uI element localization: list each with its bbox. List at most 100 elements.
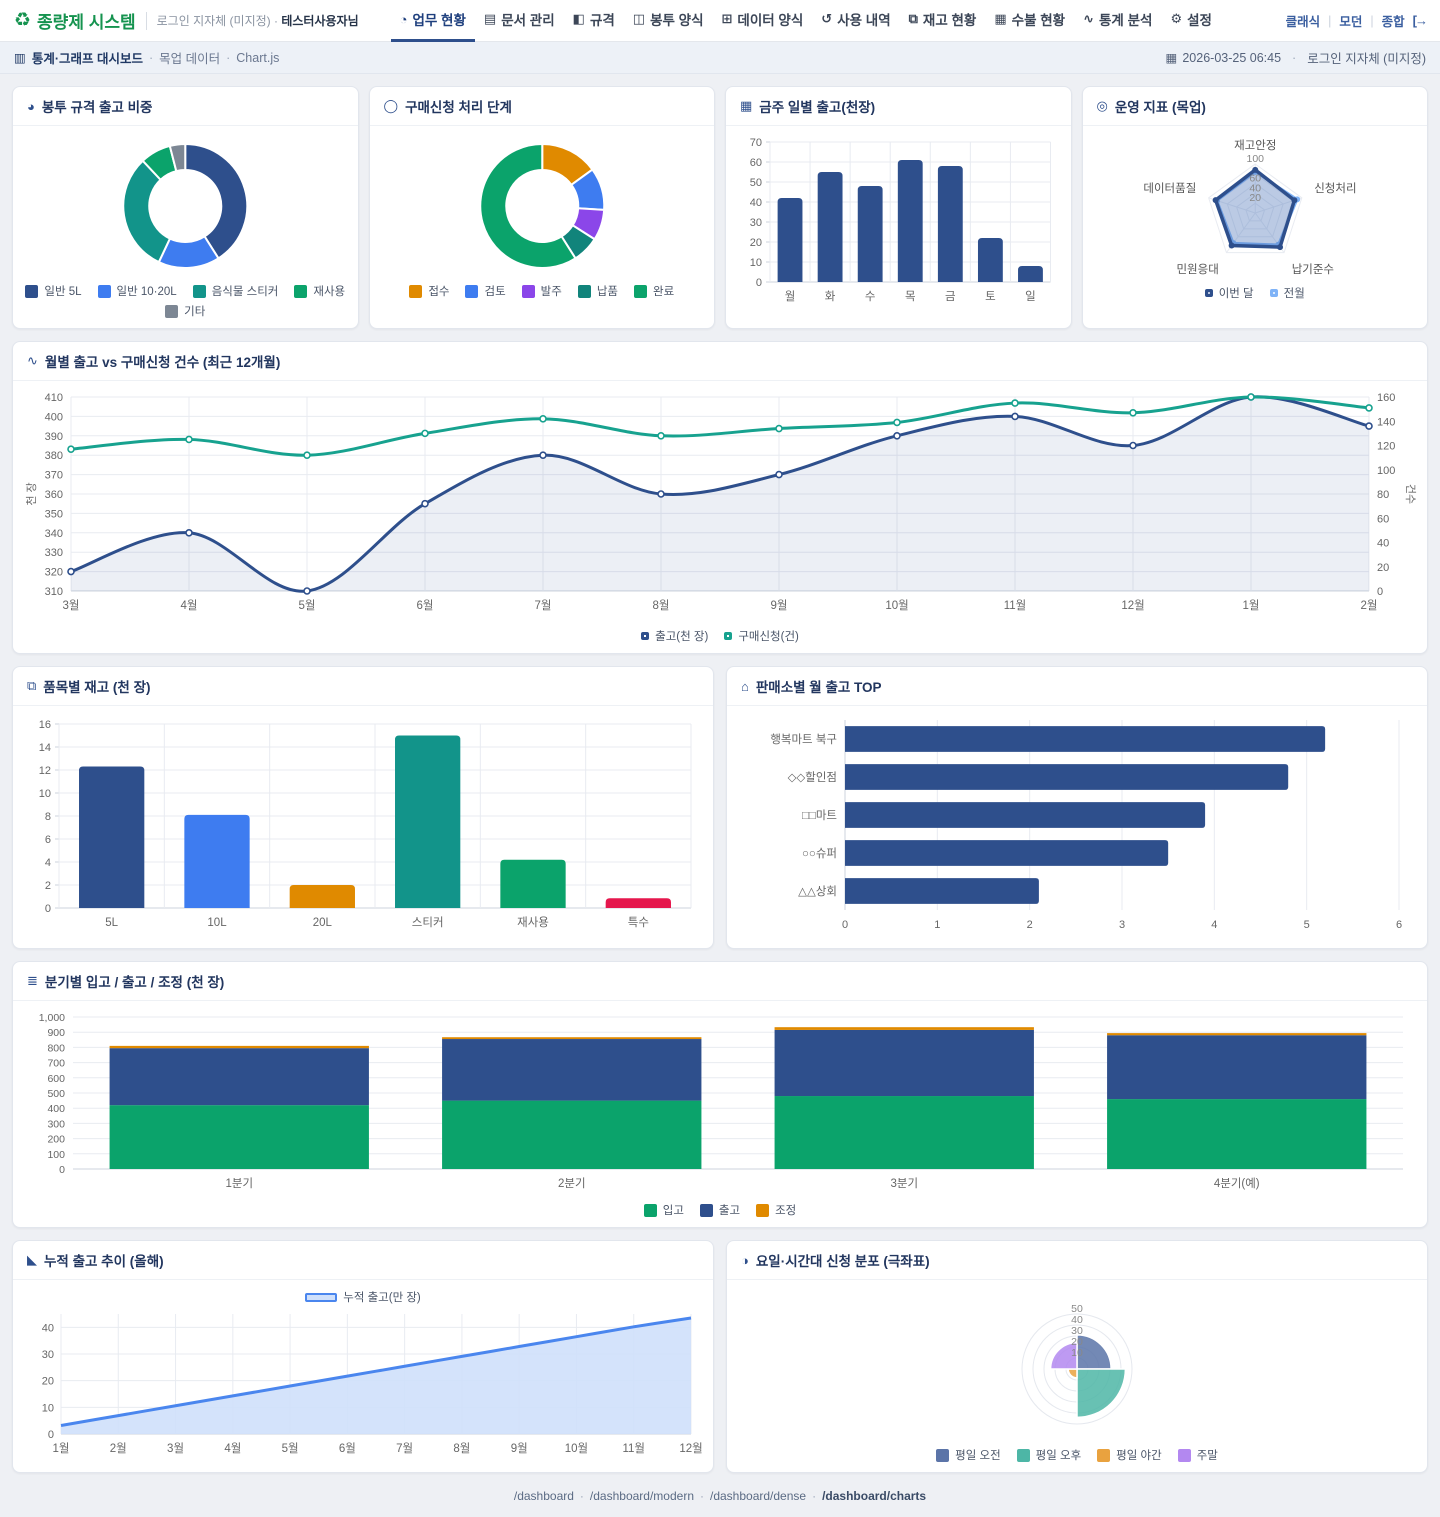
tab-specs[interactable]: ◧ 규격 [564,0,624,42]
svg-text:5: 5 [1304,919,1310,931]
svg-text:100: 100 [1377,465,1395,477]
legend-label: 누적 출고(만 장) [343,1292,421,1304]
svg-text:건수: 건수 [1404,484,1417,504]
svg-text:700: 700 [47,1058,65,1070]
divider [145,11,147,30]
tab-usage-history[interactable]: ↺ 사용 내역 [812,0,899,42]
footer-link[interactable]: /dashboard/dense [710,1489,807,1503]
card-envelope-share: ◕ 봉투 규격 출고 비중 일반 5L 일반 10·20L 음식물 스티커 재사용 기타 [12,86,359,329]
card-title: 봉투 규격 출고 비중 [41,100,153,115]
svg-text:2월: 2월 [110,1442,127,1455]
request-stages-donut-chart: 접수 검토 발주 납품 완료 [380,132,705,300]
legend-item[interactable]: 평일 오전 [936,1447,1001,1463]
logout-icon[interactable]: [→ [1412,13,1428,28]
stock-outlet-row: ⧉ 품목별 재고 (천 장) 0 2 4 6 8 10 12 14 16 5L 10L 20L 스티커 재… [12,666,1428,949]
tab-ledger[interactable]: ▦ 수불 현황 [985,0,1074,42]
svg-text:천 장: 천 장 [24,482,38,505]
legend-item[interactable]: 평일 야간 [1097,1447,1162,1463]
svg-text:6: 6 [1396,919,1402,931]
tab-settings[interactable]: ⚙ 설정 [1161,0,1221,42]
footer-link[interactable]: /dashboard [513,1489,574,1503]
legend-item[interactable]: 전월 [1269,285,1305,301]
legend-item[interactable]: 출고 [699,1202,740,1218]
legend-swatch [634,284,647,298]
tab-envelope-form[interactable]: ◫ 봉투 양식 [624,0,713,42]
legend-item[interactable]: 발주 [521,283,562,299]
legend-swatch [25,284,39,298]
legend-swatch [165,304,179,318]
card-polar-dist: ◑ 요일·시간대 신청 분포 (극좌표) 10 20 30 40 50 평일 오전 평일 오… [726,1240,1428,1473]
tab-docs[interactable]: ▤ 문서 관리 [475,0,564,42]
legend-item[interactable]: 누적 출고(만 장) [305,1289,421,1305]
svg-text:60: 60 [1249,173,1261,185]
svg-text:7월: 7월 [396,1442,413,1455]
tab-usage-history-icon: ↺ [821,11,833,26]
area-chart-icon: ◣ [27,1252,37,1267]
svg-text:○○슈퍼: ○○슈퍼 [802,847,837,860]
svg-text:4월: 4월 [181,599,198,612]
legend-item[interactable]: 구매신청(건) [724,628,799,644]
legend-item[interactable]: 이번 달 [1204,285,1254,301]
dashboard-main: ◕ 봉투 규격 출고 비중 일반 5L 일반 10·20L 음식물 스티커 재사용 기타… [0,74,1440,1485]
view-link-3[interactable]: 종합 [1381,15,1405,29]
svg-text:1,000: 1,000 [39,1012,65,1024]
svg-text:400: 400 [47,1103,65,1115]
legend-item[interactable]: 재사용 [294,283,345,299]
svg-text:재고안정: 재고안정 [1234,139,1276,152]
legend-item[interactable]: 접수 [409,283,449,299]
footer-link[interactable]: /dashboard/charts [822,1489,927,1503]
svg-text:8월: 8월 [453,1442,470,1455]
kpi-chart-row: ◕ 봉투 규격 출고 비중 일반 5L 일반 10·20L 음식물 스티커 재사용 기타… [12,86,1428,329]
divider: · [812,1489,817,1503]
svg-text:2분기: 2분기 [558,1177,586,1190]
legend-label: 주말 [1196,1450,1218,1462]
nav-item-label: 통계 분석 [1099,13,1153,28]
legend-item[interactable]: 입고 [643,1202,684,1218]
svg-text:400: 400 [45,411,63,423]
svg-text:4: 4 [1211,919,1217,931]
legend-item[interactable]: 음식물 스티커 [192,283,279,299]
svg-text:500: 500 [47,1088,65,1100]
monthly-trend-row: ∿ 월별 출고 vs 구매신청 건수 (최근 12개월) 310 320 330 34… [12,341,1428,654]
view-link-1[interactable]: 클래식 [1285,15,1321,29]
svg-text:△△상회: △△상회 [798,885,837,898]
app-title: 종량제 시스템 [37,13,136,32]
tab-data-form[interactable]: ⊞ 데이터 양식 [713,0,813,42]
legend-label: 일반 5L [44,286,82,298]
legend-item[interactable]: 기타 [165,303,205,319]
tab-analytics[interactable]: ∿ 통계 분석 [1074,0,1161,42]
tab-inventory[interactable]: ⧉ 재고 현황 [900,0,986,42]
legend-swatch [1097,1448,1111,1462]
svg-text:민원응대: 민원응대 [1176,262,1218,276]
legend-item[interactable]: 완료 [634,283,674,299]
app-logo[interactable]: ♻ 종량제 시스템 [14,8,136,33]
nav-item-label: 재고 현황 [922,13,977,28]
legend-item[interactable]: 출고(천 장) [641,628,708,644]
legend-item[interactable]: 평일 오후 [1016,1447,1081,1463]
legend-label: 납품 [596,286,618,298]
view-link-2[interactable]: 모던 [1339,15,1363,29]
tab-work-status[interactable]: ◔ 업무 현황 [390,0,475,42]
login-info: 로그인 지자체 (미지정) · 테스터사용자님 [157,12,359,29]
svg-text:5L: 5L [105,917,118,929]
quarterly_flow-legend: 입고 출고 조정 [23,1199,1417,1219]
legend-label: 음식물 스티커 [211,286,279,298]
legend-item[interactable]: 납품 [577,283,618,299]
legend-item[interactable]: 주말 [1177,1447,1218,1463]
legend-item[interactable]: 일반 5L [25,283,82,299]
boxes-icon: ⧉ [27,678,37,693]
footer-link[interactable]: /dashboard/modern [589,1489,694,1503]
svg-text:60: 60 [750,157,762,169]
legend-swatch [724,632,733,640]
request_stages-legend: 접수 검토 발주 납품 완료 [380,280,705,300]
legend-item[interactable]: 검토 [465,283,506,299]
svg-text:390: 390 [45,431,63,443]
legend-item[interactable]: 조정 [756,1202,796,1218]
cumulative-legend: 누적 출고(만 장) [23,1286,703,1306]
quarterly-stacked-bar-chart: 0 100 200 300 400 500 600 700 800 900 1,000 1분기 2분기 3… [23,1007,1417,1219]
main-nav: ◔ 업무 현황 ▤ 문서 관리 ◧ 규격 ◫ 봉투 양식 ⊞ 데이터 양식 ↺ 사용 내역 ⧉ 재고 현황… [390,0,1221,42]
svg-text:6월: 6월 [339,1442,356,1455]
svg-text:160: 160 [1377,392,1395,404]
svg-text:재사용: 재사용 [517,916,549,929]
legend-item[interactable]: 일반 10·20L [97,283,177,299]
